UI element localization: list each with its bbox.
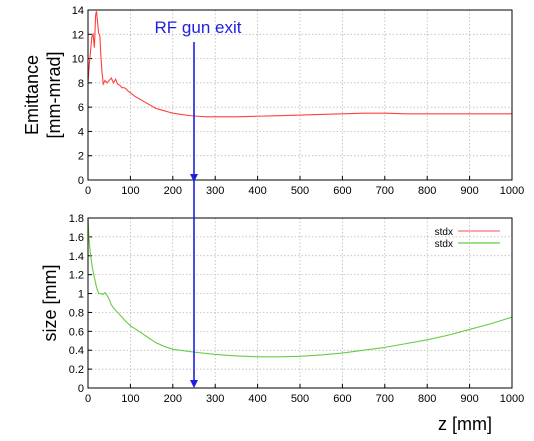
- emittance-series: [87, 11, 512, 118]
- rf-gun-exit-label: RF gun exit: [155, 18, 242, 37]
- beam-size-grid: [88, 218, 512, 388]
- emittance-ytick-label: 2: [78, 151, 84, 163]
- beam-size-ytick-label: 0.6: [69, 326, 84, 338]
- emittance-ytick-label: 10: [72, 54, 84, 66]
- emittance-ylabel-line2: [mm-mrad]: [44, 52, 64, 139]
- emittance-ytick-label: 4: [78, 126, 84, 138]
- emittance-tick-labels: 0 100 200 300 400 500 600 700 800 900 1000 0 2 4 6 8 10 1…: [72, 5, 524, 197]
- emittance-xtick-label: 500: [291, 185, 309, 197]
- beam-size-xlabel: z [mm]: [438, 414, 492, 434]
- beam-size-xtick-label: 700: [376, 393, 394, 405]
- beam-size-plot-frame: [87, 217, 513, 389]
- beam-size-xtick-label: 1000: [500, 393, 524, 405]
- emittance-xtick-label: 300: [206, 185, 224, 197]
- emittance-xtick-label: 600: [333, 185, 351, 197]
- emittance-plot-frame: [87, 9, 513, 181]
- emittance-xtick-label: 100: [121, 185, 139, 197]
- emittance-ytick-label: 12: [72, 29, 84, 41]
- emittance-ytick-label: 6: [78, 102, 84, 114]
- emittance-plot: 0 100 200 300 400 500 600 700 800 900 1000 0 2 4 6 8 10 1…: [22, 5, 524, 197]
- emittance-series-line-1: [87, 11, 512, 118]
- beam-size-series: [87, 217, 513, 358]
- beam-size-xtick-label: 600: [333, 393, 351, 405]
- beam-size-xtick-label: 300: [206, 393, 224, 405]
- beam-size-ytick-label: 0.2: [69, 364, 84, 376]
- beam-size-xtick-label: 100: [121, 393, 139, 405]
- beam-size-xtick-label: 500: [291, 393, 309, 405]
- beam-size-xtick-label: 400: [248, 393, 266, 405]
- legend: stdx stdx: [435, 227, 500, 250]
- beam-size-ytick-label: 0.8: [69, 307, 84, 319]
- beam-size-plot: 0 100 200 300 400 500 600 700 800 900 1000 0 0.2 0.4 0…: [40, 213, 524, 434]
- emittance-ytick-label: 0: [78, 175, 84, 187]
- emittance-ytick-label: 8: [78, 78, 84, 90]
- legend-label-1: stdx: [435, 227, 453, 238]
- beam-size-ylabel: size [mm]: [40, 264, 60, 341]
- beam-size-xtick-label: 200: [164, 393, 182, 405]
- beam-size-xtick-label: 0: [85, 393, 91, 405]
- beam-size-ytick-label: 1: [78, 289, 84, 301]
- emittance-xtick-label: 200: [164, 185, 182, 197]
- emittance-xtick-label: 800: [418, 185, 436, 197]
- legend-label-2: stdx: [435, 239, 453, 250]
- emittance-ylabel-line1: Emittance: [22, 55, 42, 135]
- emittance-grid: [88, 10, 512, 180]
- emittance-xtick-label: 400: [248, 185, 266, 197]
- beam-size-xtick-label: 800: [418, 393, 436, 405]
- emittance-ytick-label: 14: [72, 5, 84, 17]
- beam-size-ytick-label: 1.4: [69, 251, 84, 263]
- emittance-xtick-label: 900: [460, 185, 478, 197]
- rf-gun-exit-arrowhead-bottom: [190, 380, 198, 388]
- emittance-xtick-label: 700: [376, 185, 394, 197]
- rf-gun-exit-arrowhead-top: [190, 174, 198, 182]
- beam-size-ytick-label: 1.8: [69, 213, 84, 225]
- beam-size-ytick-label: 0.4: [69, 345, 84, 357]
- beam-size-series-line-2: [87, 217, 513, 358]
- rf-gun-exit-annotation: RF gun exit: [155, 18, 242, 388]
- emittance-xtick-label: 1000: [500, 185, 524, 197]
- beam-size-xtick-label: 900: [460, 393, 478, 405]
- beam-size-ytick-label: 0: [78, 383, 84, 395]
- beam-size-tick-labels: 0 100 200 300 400 500 600 700 800 900 1000 0 0.2 0.4 0…: [69, 213, 525, 405]
- beam-size-ytick-label: 1.2: [69, 270, 84, 282]
- emittance-xtick-label: 0: [85, 185, 91, 197]
- beam-size-ytick-label: 1.6: [69, 232, 84, 244]
